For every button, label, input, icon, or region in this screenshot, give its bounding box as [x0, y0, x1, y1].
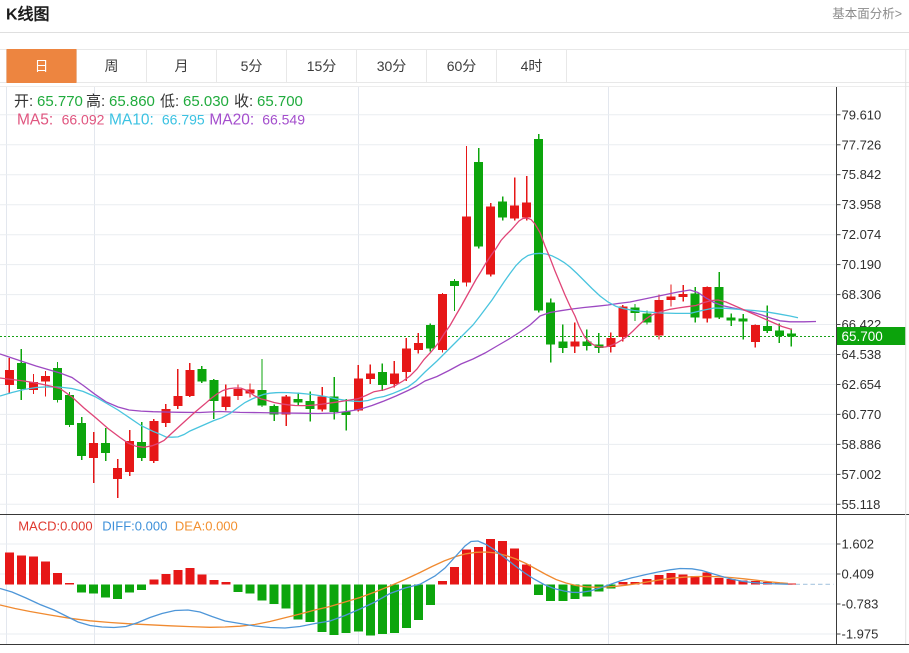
svg-text:77.726: 77.726 — [842, 137, 882, 152]
svg-text:-0.783: -0.783 — [842, 597, 879, 612]
svg-text:收:: 收: — [234, 93, 253, 110]
svg-text:基本面分析>: 基本面分析> — [832, 7, 902, 21]
svg-text:79.610: 79.610 — [842, 107, 882, 122]
svg-text:75.842: 75.842 — [842, 167, 882, 182]
svg-text:1.602: 1.602 — [842, 537, 875, 552]
svg-text:4时: 4时 — [521, 58, 543, 74]
svg-text:58.886: 58.886 — [842, 437, 882, 452]
svg-text:5分: 5分 — [241, 58, 263, 74]
svg-text:70.190: 70.190 — [842, 257, 882, 272]
svg-text:MACD:0.000: MACD:0.000 — [18, 519, 92, 534]
svg-text:高:: 高: — [86, 93, 105, 110]
svg-text:30分: 30分 — [377, 58, 407, 74]
svg-text:低:: 低: — [160, 93, 179, 110]
svg-text:K线图: K线图 — [6, 5, 50, 24]
svg-text:月: 月 — [175, 58, 189, 74]
svg-text:57.002: 57.002 — [842, 467, 882, 482]
svg-text:66.549: 66.549 — [262, 112, 305, 128]
svg-text:0.409: 0.409 — [842, 567, 875, 582]
svg-text:MA20:: MA20: — [209, 112, 254, 129]
svg-text:65.860: 65.860 — [109, 93, 155, 110]
svg-text:72.074: 72.074 — [842, 227, 882, 242]
svg-text:DIFF:0.000: DIFF:0.000 — [102, 519, 167, 534]
svg-text:66.092: 66.092 — [62, 112, 105, 128]
svg-text:日: 日 — [35, 58, 49, 74]
svg-text:-1.975: -1.975 — [842, 627, 879, 642]
svg-text:73.958: 73.958 — [842, 197, 882, 212]
svg-text:65.770: 65.770 — [37, 93, 83, 110]
svg-text:65.700: 65.700 — [257, 93, 303, 110]
svg-text:MA5:: MA5: — [17, 112, 53, 129]
svg-text:65.700: 65.700 — [842, 329, 883, 344]
svg-text:开:: 开: — [14, 93, 33, 110]
svg-text:62.654: 62.654 — [842, 377, 882, 392]
svg-text:66.795: 66.795 — [162, 112, 205, 128]
svg-text:65.030: 65.030 — [183, 93, 229, 110]
svg-text:60分: 60分 — [447, 58, 477, 74]
svg-text:68.306: 68.306 — [842, 287, 882, 302]
svg-text:15分: 15分 — [307, 58, 337, 74]
svg-text:64.538: 64.538 — [842, 347, 882, 362]
svg-text:周: 周 — [105, 58, 119, 74]
svg-text:60.770: 60.770 — [842, 407, 882, 422]
svg-text:MA10:: MA10: — [109, 112, 154, 129]
svg-text:55.118: 55.118 — [842, 497, 881, 512]
svg-text:DEA:0.000: DEA:0.000 — [175, 519, 238, 534]
